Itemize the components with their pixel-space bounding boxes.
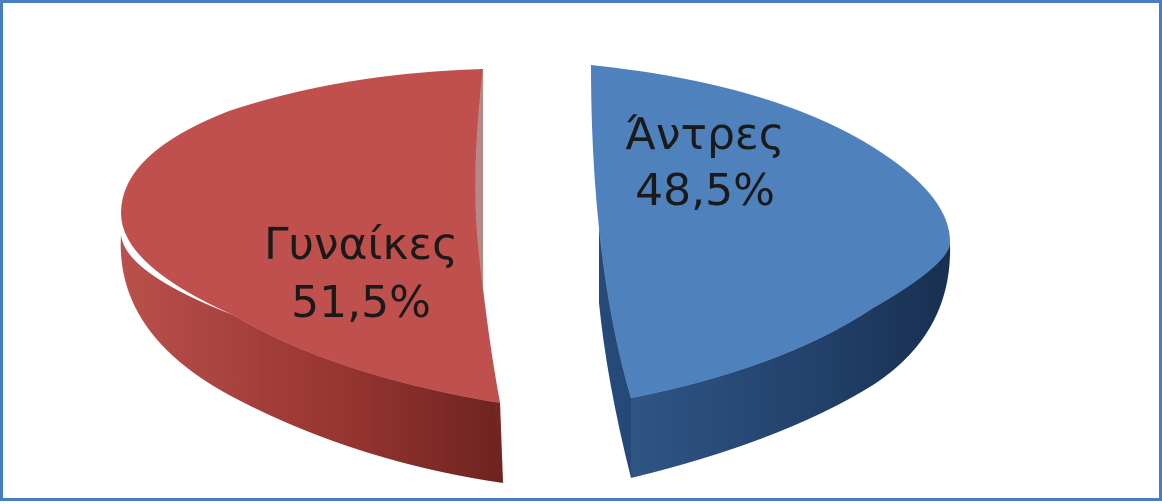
pie-slice-women [121, 69, 500, 403]
slice-label-women: Γυναίκες [264, 219, 458, 270]
pie-slice-men-wall [599, 228, 631, 478]
pie-chart: Γυναίκες 51,5% Άντρες 48,5% [120, 65, 951, 483]
pie-slice-women-wall [475, 69, 503, 483]
slice-label-men: Άντρες [625, 109, 784, 160]
pie-slice-men-side [631, 243, 951, 478]
pie-slice-men [591, 65, 951, 398]
slice-value-men: 48,5% [635, 165, 775, 216]
slice-value-women: 51,5% [291, 277, 431, 328]
pie-slice-women-side [120, 235, 503, 483]
